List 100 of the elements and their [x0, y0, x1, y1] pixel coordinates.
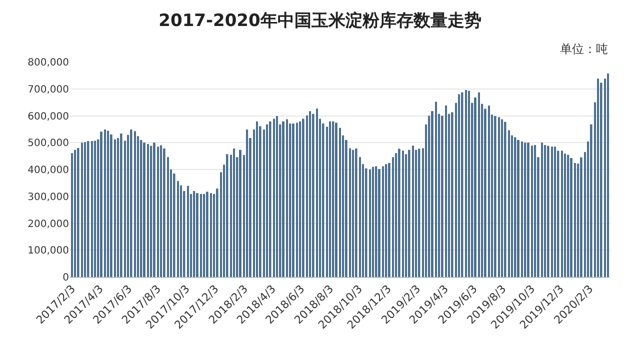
bar	[405, 154, 407, 277]
bar	[570, 158, 572, 277]
bar	[498, 117, 500, 277]
bar	[239, 150, 242, 277]
y-tick-label: 800,000	[28, 58, 69, 68]
bar	[418, 148, 420, 277]
bar	[187, 186, 189, 277]
y-tick-label: 500,000	[28, 138, 69, 150]
bar	[415, 150, 417, 277]
bar	[435, 102, 437, 277]
bar	[150, 146, 152, 277]
bar	[196, 193, 198, 277]
bar	[130, 129, 132, 277]
bar	[597, 78, 599, 277]
bar	[445, 106, 447, 277]
bar	[508, 130, 510, 277]
bar	[84, 142, 86, 277]
text: 单位：吨	[560, 42, 608, 56]
bar	[547, 146, 550, 277]
bar	[412, 146, 414, 277]
bar	[365, 168, 368, 277]
bar	[514, 137, 516, 277]
bar	[140, 140, 142, 277]
bar	[561, 150, 563, 277]
bar	[541, 142, 543, 277]
bar	[402, 150, 404, 277]
bar	[335, 122, 338, 277]
bar	[567, 154, 570, 277]
bar	[157, 146, 159, 277]
bar	[375, 166, 378, 277]
y-tick-label: 100,000	[28, 246, 69, 257]
y-tick-label: 0	[62, 272, 69, 284]
bar	[352, 150, 354, 277]
bar	[408, 150, 410, 277]
bar	[71, 153, 73, 277]
bar	[206, 192, 208, 277]
bar	[163, 148, 166, 277]
bar	[302, 118, 304, 277]
bar	[517, 140, 520, 277]
bar	[382, 166, 384, 277]
bar	[554, 146, 556, 277]
bar	[564, 154, 566, 277]
bar	[355, 148, 358, 277]
bar	[147, 144, 149, 277]
bar	[501, 119, 503, 277]
bar	[316, 108, 318, 277]
bar	[81, 142, 83, 277]
bar	[306, 115, 308, 277]
bar	[551, 146, 553, 277]
bar	[296, 122, 298, 277]
bar	[395, 153, 398, 277]
bar	[345, 140, 348, 277]
bar	[534, 145, 536, 277]
y-tick-label: 600,000	[28, 111, 69, 122]
bar	[461, 92, 464, 277]
bar	[74, 150, 76, 277]
bar	[607, 74, 609, 277]
bar	[203, 194, 206, 277]
bar	[180, 185, 182, 277]
bar	[153, 142, 156, 277]
bar	[256, 121, 258, 277]
bar	[478, 92, 480, 277]
bar	[160, 145, 162, 277]
bar	[134, 131, 136, 277]
bar	[276, 116, 278, 277]
bar	[299, 121, 302, 277]
bar	[372, 166, 374, 277]
bar	[458, 94, 460, 277]
bar	[273, 118, 275, 277]
bar	[173, 174, 176, 277]
bar	[600, 82, 602, 277]
bar	[488, 106, 490, 277]
chart-title: 2017-2020年中国玉米淀粉库存数量走势	[158, 10, 482, 31]
bar	[524, 142, 526, 277]
bar	[309, 111, 311, 277]
bar	[378, 168, 380, 277]
bar	[544, 145, 546, 277]
bar	[398, 148, 400, 277]
y-tick-label: 200,000	[28, 218, 69, 230]
bar	[468, 90, 470, 277]
bar	[233, 148, 235, 277]
bar	[143, 142, 146, 277]
bar	[246, 129, 248, 277]
bar	[210, 193, 212, 277]
bar	[494, 116, 496, 277]
bar	[286, 119, 288, 277]
bar	[266, 124, 268, 277]
bar	[531, 146, 533, 277]
y-tick-label: 300,000	[28, 192, 69, 203]
bar	[104, 129, 106, 277]
y-tick-label: 400,000	[28, 165, 69, 176]
bar	[527, 142, 530, 277]
bar	[521, 142, 523, 277]
bar	[200, 194, 202, 277]
y-tick-label: 700,000	[28, 84, 69, 96]
bar	[392, 157, 394, 277]
bar	[292, 124, 294, 277]
bar	[369, 170, 371, 277]
bar	[329, 121, 331, 277]
bar	[557, 150, 560, 277]
